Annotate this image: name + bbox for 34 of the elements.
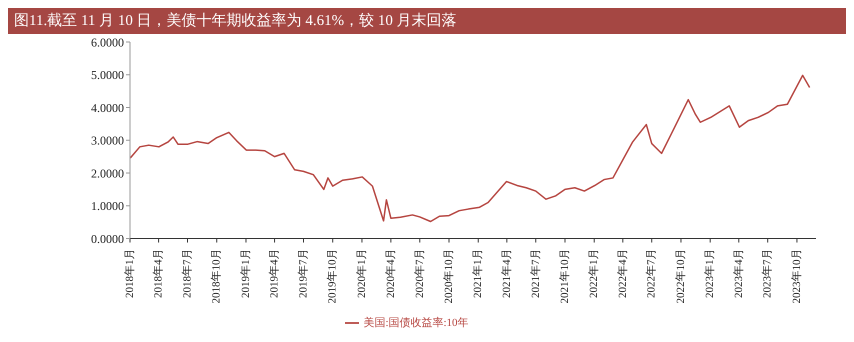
y-tick-label: 5.0000 [91, 68, 124, 82]
x-tick-label: 2020年7月 [414, 248, 426, 298]
x-tick-label: 2019年4月 [268, 248, 281, 298]
y-tick-label: 6.0000 [91, 35, 124, 50]
x-tick-label: 2020年1月 [356, 248, 368, 298]
x-tick-label: 2023年7月 [762, 248, 774, 298]
x-tick-label: 2021年10月 [558, 248, 571, 304]
line-series [130, 74, 810, 222]
x-tick-label: 2021年7月 [530, 248, 542, 298]
x-tick-label: 2021年1月 [472, 248, 484, 298]
y-tick-label: 3.0000 [91, 134, 124, 148]
y-tick-label: 2.0000 [91, 166, 124, 180]
x-tick-label: 2023年4月 [732, 248, 745, 298]
y-tick-label: 1.0000 [91, 199, 124, 214]
x-tick-label: 2019年7月 [297, 248, 310, 298]
x-tick-label: 2023年1月 [704, 248, 716, 298]
legend-label: 美国:国债收益率:10年 [363, 316, 469, 329]
x-tick-label: 2023年10月 [790, 248, 803, 304]
x-tick-label: 2022年1月 [588, 248, 600, 298]
y-tick-label: 4.0000 [91, 100, 124, 115]
x-tick-label: 2019年10月 [326, 248, 339, 304]
x-tick-label: 2020年4月 [384, 248, 397, 298]
y-tick-label: 0.0000 [91, 232, 124, 246]
chart-title: 图11.截至 11 月 10 日，美债十年期收益率为 4.61%，较 10 月末回落 [8, 8, 846, 34]
x-tick-label: 2018年7月 [182, 248, 194, 298]
x-tick-label: 2018年10月 [210, 248, 223, 304]
x-tick-label: 2021年4月 [500, 248, 513, 298]
x-tick-label: 2022年10月 [674, 248, 687, 304]
x-tick-label: 2022年7月 [646, 248, 658, 298]
x-tick-label: 2020年10月 [443, 248, 456, 304]
x-tick-label: 2018年1月 [124, 248, 136, 298]
x-tick-label: 2019年1月 [240, 248, 252, 298]
x-tick-label: 2022年4月 [616, 248, 629, 298]
x-tick-label: 2018年4月 [152, 248, 165, 298]
